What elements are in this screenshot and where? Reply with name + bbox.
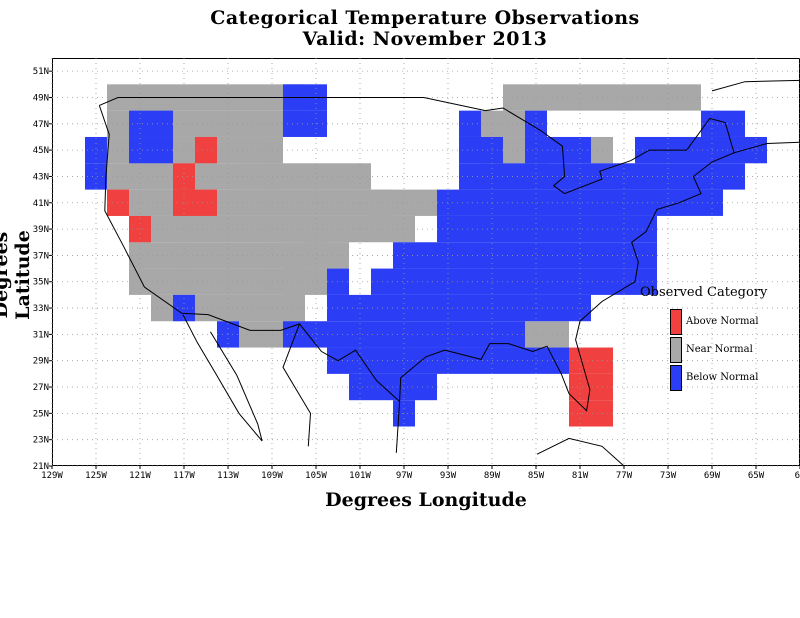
data-cell bbox=[173, 189, 217, 216]
data-cell bbox=[459, 136, 503, 164]
data-cell bbox=[129, 136, 173, 164]
data-cell bbox=[569, 373, 613, 401]
y-tick-label: 23N bbox=[33, 436, 49, 446]
data-cell bbox=[283, 110, 327, 137]
x-tick-label: 109W bbox=[261, 471, 283, 481]
baja-coast bbox=[182, 314, 263, 442]
data-cell bbox=[569, 400, 613, 427]
x-tick-label: 65W bbox=[748, 471, 765, 481]
data-cell bbox=[569, 347, 613, 374]
x-tick-label: 73W bbox=[660, 471, 677, 481]
data-cell bbox=[195, 136, 217, 164]
data-cell bbox=[459, 110, 481, 137]
data-cell bbox=[283, 294, 305, 322]
y-tick-label: 43N bbox=[33, 172, 49, 182]
y-tick-label: 47N bbox=[33, 120, 49, 130]
data-cell bbox=[239, 163, 371, 190]
x-tick-label: 61 bbox=[795, 471, 800, 481]
x-tick-label: 77W bbox=[616, 471, 633, 481]
y-tick-label: 33N bbox=[33, 304, 49, 314]
data-cell bbox=[129, 242, 261, 269]
y-tick-label: 51N bbox=[33, 67, 49, 77]
legend-label-below: Below Normal bbox=[686, 372, 759, 383]
chart-subtitle: Valid: November 2013 bbox=[302, 28, 548, 50]
y-tick-label: 35N bbox=[33, 278, 49, 288]
canada-coast bbox=[733, 141, 800, 154]
y-axis-title: Degrees Latitude bbox=[0, 230, 34, 320]
chart-title: Categorical Temperature Observations bbox=[210, 7, 640, 29]
y-tick-label: 25N bbox=[33, 409, 49, 419]
x-tick-label: 121W bbox=[129, 471, 151, 481]
y-tick-label: 29N bbox=[33, 357, 49, 367]
legend-swatch-near bbox=[670, 337, 682, 363]
data-cell bbox=[283, 321, 327, 348]
mexico-gulf-coast bbox=[395, 401, 401, 453]
data-cell bbox=[129, 110, 173, 137]
x-tick-label: 81W bbox=[572, 471, 589, 481]
y-tick-label: 37N bbox=[33, 251, 49, 261]
data-cell bbox=[327, 294, 591, 322]
data-cell bbox=[371, 268, 657, 295]
x-tick-label: 97W bbox=[396, 471, 413, 481]
data-cell bbox=[173, 163, 195, 190]
data-cell bbox=[85, 163, 107, 190]
legend-label-above: Above Normal bbox=[686, 316, 759, 327]
data-cell bbox=[305, 268, 327, 295]
x-tick-label: 85W bbox=[528, 471, 545, 481]
data-cell bbox=[525, 321, 547, 348]
y-tick-label: 49N bbox=[33, 93, 49, 103]
st-lawrence-coast bbox=[711, 79, 800, 92]
us-outline bbox=[98, 97, 735, 412]
legend-label-near: Near Normal bbox=[686, 344, 753, 355]
data-cell bbox=[283, 268, 305, 295]
cuba-coast bbox=[536, 437, 625, 467]
legend-swatch-above bbox=[670, 309, 682, 335]
x-tick-label: 113W bbox=[217, 471, 239, 481]
y-tick-label: 41N bbox=[33, 199, 49, 209]
data-cell bbox=[85, 136, 107, 164]
y-tick-label: 39N bbox=[33, 225, 49, 235]
legend-swatch-below bbox=[670, 365, 682, 391]
x-tick-label: 69W bbox=[704, 471, 721, 481]
data-cell bbox=[129, 215, 151, 243]
x-tick-label: 117W bbox=[173, 471, 195, 481]
data-cell bbox=[305, 242, 327, 269]
y-tick-label: 21N bbox=[33, 462, 49, 472]
legend-title: Observed Category bbox=[640, 285, 768, 300]
x-tick-label: 93W bbox=[440, 471, 457, 481]
x-tick-label: 89W bbox=[484, 471, 501, 481]
y-tick-label: 27N bbox=[33, 383, 49, 393]
x-tick-label: 125W bbox=[85, 471, 107, 481]
x-tick-label: 129W bbox=[41, 471, 63, 481]
y-tick-label: 31N bbox=[33, 330, 49, 340]
x-tick-label: 105W bbox=[305, 471, 327, 481]
x-tick-label: 101W bbox=[349, 471, 371, 481]
mexico-west-coast bbox=[282, 323, 312, 447]
y-tick-label: 45N bbox=[33, 146, 49, 156]
x-axis-title: Degrees Longitude bbox=[325, 489, 527, 511]
